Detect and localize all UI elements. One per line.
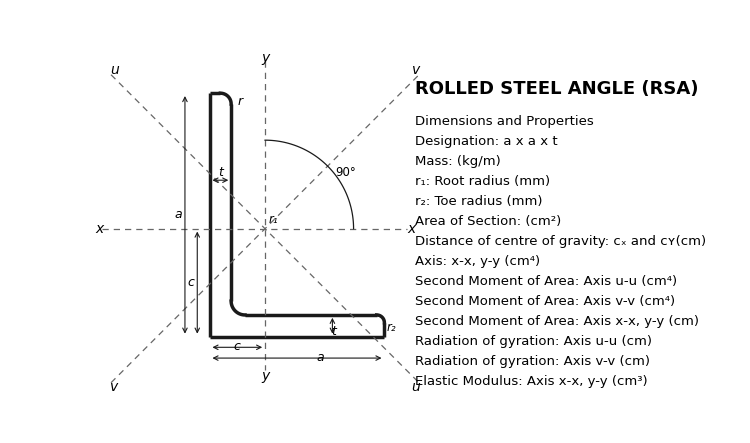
Text: Mass: (kg/m): Mass: (kg/m) (416, 155, 501, 168)
Text: Dimensions and Properties: Dimensions and Properties (416, 115, 594, 128)
Text: Radiation of gyration: Axis u-u (cm): Radiation of gyration: Axis u-u (cm) (416, 335, 652, 348)
Text: Second Moment of Area: Axis x-x, y-y (cm): Second Moment of Area: Axis x-x, y-y (cm… (416, 315, 699, 328)
Text: t: t (332, 326, 337, 338)
Text: Second Moment of Area: Axis v-v (cm⁴): Second Moment of Area: Axis v-v (cm⁴) (416, 295, 675, 308)
Text: r₂: Toe radius (mm): r₂: Toe radius (mm) (416, 195, 543, 208)
Text: v: v (110, 381, 118, 394)
Text: r₂: r₂ (387, 321, 396, 334)
Text: c: c (234, 340, 241, 353)
Text: r: r (237, 95, 242, 108)
Text: t: t (218, 166, 223, 179)
Text: a: a (175, 208, 182, 222)
Text: 90°: 90° (335, 166, 356, 179)
Text: x: x (407, 222, 416, 236)
Text: y: y (261, 51, 269, 65)
Text: x: x (95, 222, 104, 236)
Text: u: u (110, 63, 118, 77)
Text: y: y (261, 369, 269, 383)
Text: Elastic Modulus: Axis x-x, y-y (cm³): Elastic Modulus: Axis x-x, y-y (cm³) (416, 375, 648, 388)
Text: Radiation of gyration: Axis v-v (cm): Radiation of gyration: Axis v-v (cm) (416, 355, 650, 368)
Text: Area of Section: (cm²): Area of Section: (cm²) (416, 215, 562, 228)
Text: Designation: a x a x t: Designation: a x a x t (416, 135, 558, 148)
Text: c: c (188, 276, 194, 289)
Text: r₁: Root radius (mm): r₁: Root radius (mm) (416, 175, 550, 188)
Text: Second Moment of Area: Axis u-u (cm⁴): Second Moment of Area: Axis u-u (cm⁴) (416, 275, 677, 288)
Text: Axis: x-x, y-y (cm⁴): Axis: x-x, y-y (cm⁴) (416, 255, 540, 268)
Text: r₁: r₁ (268, 214, 278, 226)
Text: u: u (412, 381, 420, 394)
Text: ROLLED STEEL ANGLE (RSA): ROLLED STEEL ANGLE (RSA) (416, 80, 699, 98)
Text: v: v (412, 63, 420, 77)
Text: a: a (316, 351, 324, 364)
Text: Distance of centre of gravity: cₓ and cʏ(cm): Distance of centre of gravity: cₓ and cʏ… (416, 235, 706, 248)
